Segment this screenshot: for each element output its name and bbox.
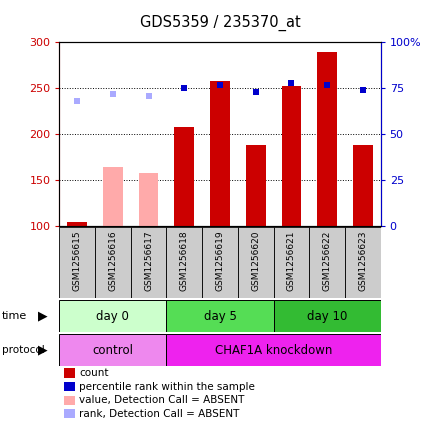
Text: GSM1256619: GSM1256619: [216, 231, 224, 291]
Point: [288, 80, 295, 86]
Text: GDS5359 / 235370_at: GDS5359 / 235370_at: [139, 15, 301, 31]
Bar: [139, 173, 158, 226]
Text: value, Detection Call = ABSENT: value, Detection Call = ABSENT: [79, 395, 245, 405]
Bar: [345, 227, 381, 298]
Bar: [238, 227, 274, 298]
Point: [359, 87, 366, 93]
Bar: [166, 227, 202, 298]
Bar: [59, 227, 95, 298]
Text: GSM1256618: GSM1256618: [180, 231, 189, 291]
Text: GSM1256616: GSM1256616: [108, 231, 117, 291]
Bar: [131, 227, 166, 298]
Text: GSM1256615: GSM1256615: [73, 231, 82, 291]
Text: GSM1256617: GSM1256617: [144, 231, 153, 291]
Bar: [309, 227, 345, 298]
Bar: [246, 146, 265, 226]
Bar: [317, 52, 337, 226]
Text: protocol: protocol: [2, 345, 45, 355]
Text: day 0: day 0: [96, 310, 129, 323]
Bar: [202, 227, 238, 298]
Text: GSM1256623: GSM1256623: [358, 231, 367, 291]
Bar: [67, 222, 87, 226]
Text: day 5: day 5: [204, 310, 236, 323]
Text: GSM1256622: GSM1256622: [323, 231, 332, 291]
Text: time: time: [2, 311, 27, 321]
Text: rank, Detection Call = ABSENT: rank, Detection Call = ABSENT: [79, 409, 239, 419]
Point: [252, 88, 259, 95]
Point: [74, 98, 81, 104]
Text: ▶: ▶: [38, 310, 48, 323]
Point: [216, 81, 224, 88]
Text: day 10: day 10: [307, 310, 347, 323]
Bar: [210, 81, 230, 226]
Point: [145, 92, 152, 99]
Bar: [95, 227, 131, 298]
Point: [323, 81, 330, 88]
Point: [110, 91, 117, 97]
Bar: [166, 300, 274, 332]
Text: control: control: [92, 343, 133, 357]
Text: count: count: [79, 368, 109, 378]
Point: [181, 85, 188, 92]
Bar: [166, 334, 381, 366]
Bar: [353, 146, 373, 226]
Text: GSM1256620: GSM1256620: [251, 231, 260, 291]
Text: percentile rank within the sample: percentile rank within the sample: [79, 382, 255, 392]
Text: CHAF1A knockdown: CHAF1A knockdown: [215, 343, 332, 357]
Bar: [103, 167, 123, 226]
Bar: [274, 227, 309, 298]
Bar: [59, 334, 166, 366]
Bar: [175, 127, 194, 226]
Bar: [282, 86, 301, 226]
Bar: [274, 300, 381, 332]
Text: GSM1256621: GSM1256621: [287, 231, 296, 291]
Bar: [59, 300, 166, 332]
Text: ▶: ▶: [38, 343, 48, 357]
